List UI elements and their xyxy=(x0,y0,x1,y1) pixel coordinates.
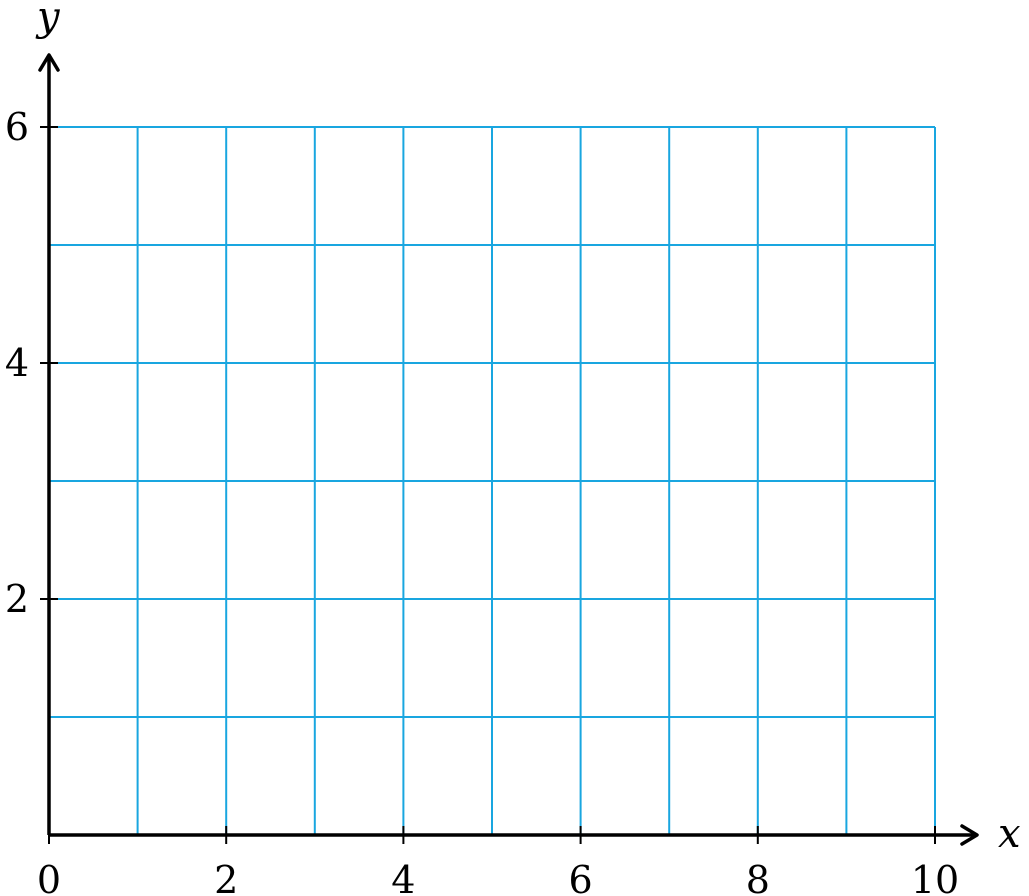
grid xyxy=(49,126,936,835)
x-tick-label: 4 xyxy=(391,858,415,896)
x-tick-label: 6 xyxy=(569,858,593,896)
x-tick-label: 0 xyxy=(37,858,61,896)
y-axis-label: y xyxy=(35,0,61,40)
x-axis-arrow-icon xyxy=(960,824,979,846)
x-tick-label: 2 xyxy=(214,858,238,896)
y-axis-arrow-icon xyxy=(38,53,60,72)
x-axis-label: x xyxy=(998,811,1021,857)
x-tick-label: 10 xyxy=(911,858,959,896)
y-tick-label: 4 xyxy=(5,341,29,385)
y-tick-label: 6 xyxy=(5,105,29,149)
ticks: 0 2 4 6 8 10 2 4 6 xyxy=(5,105,959,896)
y-tick-label: 2 xyxy=(5,577,29,621)
x-tick-label: 8 xyxy=(746,858,770,896)
axes xyxy=(38,53,979,846)
